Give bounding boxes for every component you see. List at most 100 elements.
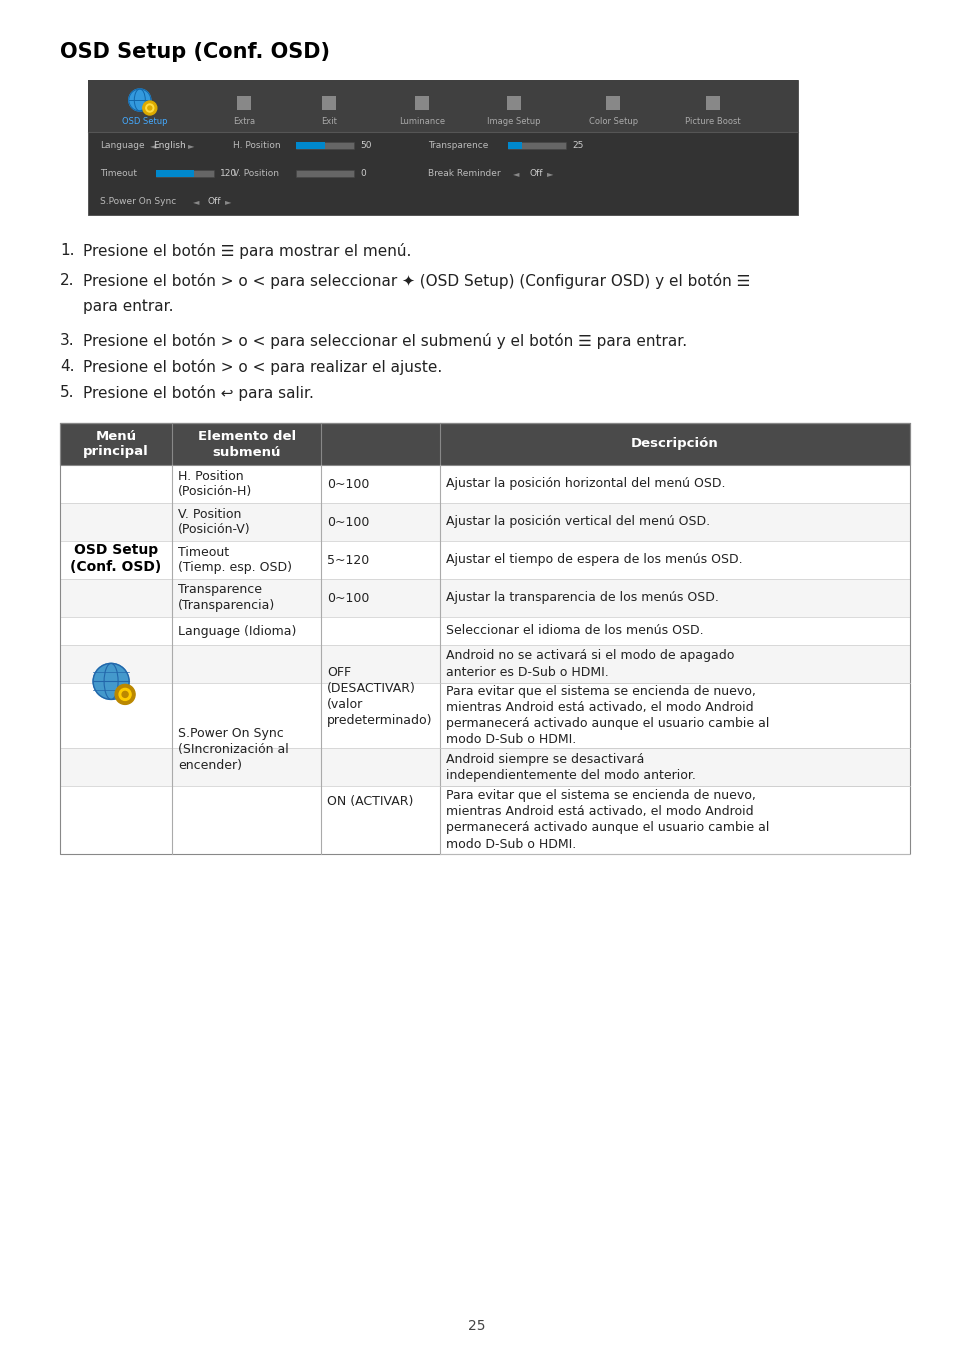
Text: Picture Boost: Picture Boost xyxy=(684,116,740,126)
Bar xyxy=(295,142,354,149)
Text: OSD Setup
(Conf. OSD): OSD Setup (Conf. OSD) xyxy=(71,543,162,574)
Bar xyxy=(60,464,909,502)
Text: H. Position
(Posición-H): H. Position (Posición-H) xyxy=(178,470,253,498)
Circle shape xyxy=(129,89,151,111)
Bar xyxy=(415,96,428,110)
Text: Language (Idioma): Language (Idioma) xyxy=(178,624,296,638)
Text: OSD Setup: OSD Setup xyxy=(122,116,168,126)
Text: ►: ► xyxy=(225,196,231,206)
Text: OSD Setup (Conf. OSD): OSD Setup (Conf. OSD) xyxy=(60,42,330,62)
Text: V. Position
(Posición-V): V. Position (Posición-V) xyxy=(178,508,251,536)
Circle shape xyxy=(143,102,156,115)
Bar xyxy=(60,787,909,854)
Bar xyxy=(322,96,336,110)
Text: S.Power On Sync: S.Power On Sync xyxy=(100,196,176,206)
Text: Off: Off xyxy=(530,169,543,177)
Bar xyxy=(507,142,565,149)
Text: 0~100: 0~100 xyxy=(327,478,369,490)
Text: Elemento del
submenú: Elemento del submenú xyxy=(197,429,295,459)
Text: Presione el botón > o < para seleccionar ✦ (OSD Setup) (Configurar OSD) y el bot: Presione el botón > o < para seleccionar… xyxy=(83,274,749,288)
Text: Seleccionar el idioma de los menús OSD.: Seleccionar el idioma de los menús OSD. xyxy=(445,624,702,638)
Text: 25: 25 xyxy=(468,1319,485,1332)
Bar xyxy=(60,580,909,617)
Bar xyxy=(507,142,522,149)
Text: V. Position: V. Position xyxy=(233,169,278,177)
Text: Ajustar el tiempo de espera de los menús OSD.: Ajustar el tiempo de espera de los menús… xyxy=(445,554,741,566)
Text: 1.: 1. xyxy=(60,242,74,259)
Text: Ajustar la transparencia de los menús OSD.: Ajustar la transparencia de los menús OS… xyxy=(445,592,718,604)
Text: Off: Off xyxy=(208,196,221,206)
Text: Timeout
(Tiemp. esp. OSD): Timeout (Tiemp. esp. OSD) xyxy=(178,546,292,574)
Text: Transparence
(Transparencia): Transparence (Transparencia) xyxy=(178,584,275,612)
Bar xyxy=(295,171,354,177)
Text: ◄: ◄ xyxy=(150,141,156,150)
Text: Presione el botón ☰ para mostrar el menú.: Presione el botón ☰ para mostrar el menú… xyxy=(83,242,411,259)
Bar xyxy=(60,422,909,464)
Circle shape xyxy=(146,104,153,112)
Bar xyxy=(60,747,909,787)
Text: 5~120: 5~120 xyxy=(327,554,369,566)
Bar xyxy=(60,422,909,464)
Circle shape xyxy=(148,106,152,110)
Text: Presione el botón > o < para seleccionar el submenú y el botón ☰ para entrar.: Presione el botón > o < para seleccionar… xyxy=(83,333,686,349)
Text: 5.: 5. xyxy=(60,385,74,399)
Text: Break Reminder: Break Reminder xyxy=(428,169,500,177)
Text: 120: 120 xyxy=(220,169,237,177)
Text: Descripción: Descripción xyxy=(631,437,719,451)
Text: Exit: Exit xyxy=(321,116,337,126)
Text: Luminance: Luminance xyxy=(398,116,444,126)
Text: Transparence: Transparence xyxy=(428,141,488,150)
Bar xyxy=(606,96,619,110)
Text: Android siempre se desactivará
independientemente del modo anterior.: Android siempre se desactivará independi… xyxy=(445,753,695,781)
Text: ►: ► xyxy=(546,169,553,177)
Text: 0: 0 xyxy=(359,169,365,177)
Text: Language: Language xyxy=(100,141,145,150)
Text: Para evitar que el sistema se encienda de nuevo,
mientras Android está activado,: Para evitar que el sistema se encienda d… xyxy=(445,789,768,850)
Bar xyxy=(156,171,213,177)
Bar xyxy=(60,502,909,542)
Text: Ajustar la posición horizontal del menú OSD.: Ajustar la posición horizontal del menú … xyxy=(445,478,724,490)
Text: Color Setup: Color Setup xyxy=(588,116,638,126)
Text: 0~100: 0~100 xyxy=(327,592,369,604)
Bar xyxy=(60,682,909,747)
Text: Extra: Extra xyxy=(233,116,255,126)
Text: para entrar.: para entrar. xyxy=(83,299,173,314)
Text: 0~100: 0~100 xyxy=(327,516,369,528)
Text: ◄: ◄ xyxy=(512,169,518,177)
Text: Image Setup: Image Setup xyxy=(487,116,540,126)
Text: 2.: 2. xyxy=(60,274,74,288)
Text: OFF
(DESACTIVAR)
(valor
predeterminado): OFF (DESACTIVAR) (valor predeterminado) xyxy=(327,666,432,727)
Text: ►: ► xyxy=(188,141,194,150)
Text: 25: 25 xyxy=(572,141,583,150)
Bar xyxy=(88,80,797,215)
Text: Android no se activará si el modo de apagado
anterior es D-Sub o HDMI.: Android no se activará si el modo de apa… xyxy=(445,650,734,678)
Text: Para evitar que el sistema se encienda de nuevo,
mientras Android está activado,: Para evitar que el sistema se encienda d… xyxy=(445,685,768,746)
Bar xyxy=(60,422,909,854)
Text: ◄: ◄ xyxy=(193,196,199,206)
Circle shape xyxy=(115,684,135,704)
Bar xyxy=(295,142,325,149)
Bar xyxy=(88,80,797,131)
Text: Timeout: Timeout xyxy=(100,169,137,177)
Text: S.Power On Sync
(SIncronización al
encender): S.Power On Sync (SIncronización al encen… xyxy=(178,727,289,772)
Text: ON (ACTIVAR): ON (ACTIVAR) xyxy=(327,795,413,807)
Bar xyxy=(60,617,909,645)
Text: H. Position: H. Position xyxy=(233,141,280,150)
Bar xyxy=(156,171,193,177)
Bar xyxy=(705,96,720,110)
Bar xyxy=(506,96,520,110)
Bar xyxy=(60,542,909,580)
Text: Presione el botón ↩ para salir.: Presione el botón ↩ para salir. xyxy=(83,385,314,401)
Text: English: English xyxy=(153,141,186,150)
Bar xyxy=(237,96,251,110)
Text: Ajustar la posición vertical del menú OSD.: Ajustar la posición vertical del menú OS… xyxy=(445,516,709,528)
Text: 50: 50 xyxy=(359,141,371,150)
Bar xyxy=(60,645,909,682)
Text: 4.: 4. xyxy=(60,359,74,374)
Text: Menú
principal: Menú principal xyxy=(83,429,149,459)
Circle shape xyxy=(119,688,131,700)
Text: Presione el botón > o < para realizar el ajuste.: Presione el botón > o < para realizar el… xyxy=(83,359,442,375)
Circle shape xyxy=(93,663,129,700)
Circle shape xyxy=(122,692,128,697)
Text: 3.: 3. xyxy=(60,333,74,348)
